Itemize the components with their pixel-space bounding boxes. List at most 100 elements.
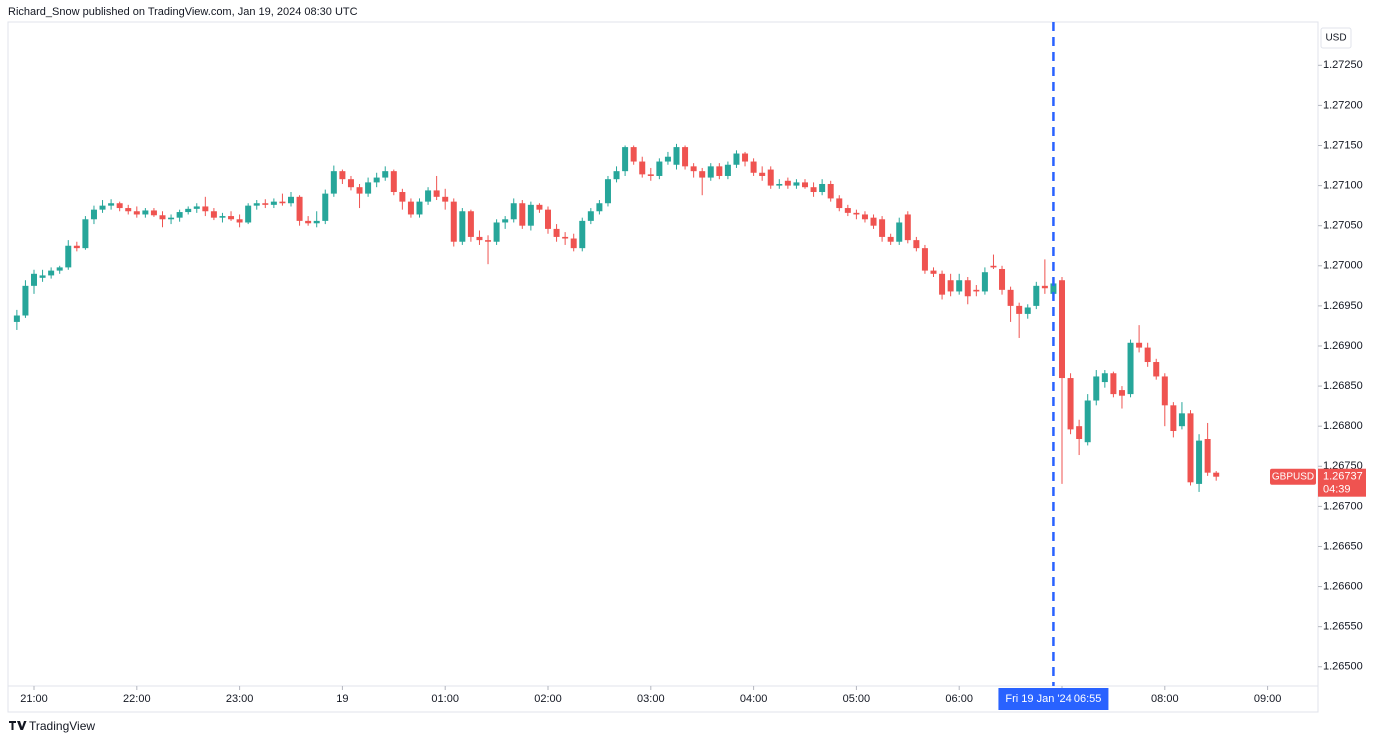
candle-body <box>1067 378 1074 430</box>
y-tick-label: 1.27050 <box>1323 220 1363 232</box>
y-tick-label: 1.26500 <box>1323 661 1363 673</box>
candle-body <box>733 153 740 165</box>
candle-body <box>125 208 132 212</box>
x-tick-label: 05:00 <box>843 693 871 705</box>
x-tick-label: 21:00 <box>20 693 48 705</box>
candle-body <box>767 169 774 186</box>
candle-body <box>245 205 252 223</box>
candle-body <box>305 220 312 224</box>
x-tick-label: 04:00 <box>740 693 768 705</box>
candle-body <box>22 285 29 316</box>
logo-mark <box>9 721 27 730</box>
candle-body <box>999 268 1006 290</box>
candle-body <box>1084 400 1091 443</box>
candle-body <box>365 182 372 194</box>
candle-body <box>724 164 731 176</box>
y-tick-label: 1.26550 <box>1323 621 1363 633</box>
countdown: 04:39 <box>1323 484 1351 496</box>
candle-body <box>759 172 766 176</box>
candle-body <box>1059 280 1065 379</box>
candle-body <box>313 220 320 224</box>
candle-body <box>356 187 363 194</box>
candle-body <box>193 206 200 209</box>
candle-body <box>202 206 209 212</box>
candle-body <box>185 208 192 213</box>
y-tick-label: 1.26600 <box>1323 580 1363 592</box>
candle-body <box>1041 285 1048 289</box>
candle-body <box>964 280 971 297</box>
candle-body <box>1016 305 1023 314</box>
candle-body <box>716 166 723 176</box>
candle-body <box>956 280 963 292</box>
candle-body <box>476 236 483 241</box>
y-tick-label: 1.27200 <box>1323 99 1363 111</box>
candle-body <box>1187 413 1194 483</box>
candle-body <box>870 217 877 226</box>
candle-body <box>1033 285 1040 306</box>
candle-body <box>647 174 654 176</box>
candle-body <box>288 196 294 204</box>
candle-body <box>990 265 997 268</box>
candle-body <box>742 153 749 162</box>
candle-body <box>450 201 457 242</box>
x-tick-label: 06:00 <box>945 693 973 705</box>
candle-body <box>1153 362 1160 377</box>
candle-body <box>510 203 517 220</box>
candle-body <box>330 171 337 194</box>
candle-body <box>433 190 440 197</box>
candle-body <box>1118 390 1125 396</box>
candle-body <box>536 204 543 210</box>
candle-body <box>836 198 843 209</box>
candle-body <box>159 215 166 220</box>
candle-body <box>613 171 620 180</box>
candle-body <box>939 273 946 295</box>
candle-body <box>973 289 980 292</box>
candle-body <box>913 240 920 249</box>
candle-body <box>228 216 235 220</box>
candle-body <box>776 183 783 186</box>
candle-body <box>947 280 954 292</box>
x-tick-label: 09:00 <box>1254 693 1282 705</box>
x-tick-label: 03:00 <box>637 693 665 705</box>
candle-body <box>570 238 577 249</box>
candle-body <box>699 171 706 178</box>
candle-body <box>142 210 149 215</box>
candle-body <box>416 201 423 215</box>
x-tick-label: 08:00 <box>1151 693 1179 705</box>
candle-body <box>1196 440 1203 484</box>
candle-body <box>750 161 757 173</box>
candle-body <box>1144 347 1151 363</box>
candle-body <box>13 315 20 322</box>
candle-body <box>168 217 175 220</box>
candle-body <box>707 166 714 178</box>
candle-body <box>56 267 63 271</box>
candle-body <box>467 211 474 237</box>
candle-body <box>31 273 37 286</box>
candle-body <box>322 193 329 221</box>
candle-body <box>921 248 928 271</box>
candle-body <box>519 203 526 226</box>
candle-body <box>407 201 414 215</box>
candle-body <box>485 240 492 242</box>
candle-body <box>604 179 611 204</box>
candle-body <box>827 183 834 199</box>
symbol-box <box>1270 468 1316 485</box>
currency: USD <box>1325 33 1346 44</box>
candle-body <box>1161 376 1168 406</box>
candle-body <box>819 183 826 193</box>
candle-body <box>656 161 663 176</box>
candle-body <box>90 209 97 220</box>
candle-body <box>399 192 406 202</box>
currency-badge[interactable] <box>1320 27 1352 49</box>
candle-body <box>39 275 46 278</box>
candle-body <box>587 211 594 221</box>
candle-body <box>682 147 689 167</box>
candle-body <box>133 211 140 215</box>
candle-body <box>630 147 637 162</box>
candle-body <box>904 214 911 241</box>
y-tick-label: 1.26950 <box>1323 300 1363 312</box>
candle-body <box>1213 472 1220 477</box>
candle-body <box>502 219 509 223</box>
candle-body <box>150 210 157 216</box>
candle-body <box>579 220 586 249</box>
